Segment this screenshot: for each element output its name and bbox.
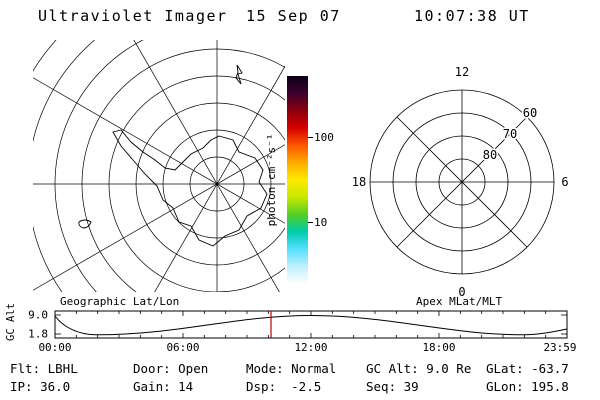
time-tick-1200: 12:00 (294, 341, 327, 354)
alt-tick-1-8: 1.8 (28, 328, 48, 341)
mlt-label-18: 18 (352, 175, 366, 189)
mlat-ring-label-80: 80 (483, 148, 497, 162)
geographic-polar-map (33, 40, 285, 292)
header-time: 10:07:38 UT (414, 7, 530, 25)
colorbar-axis-label: photon cm⁻²s⁻¹ (265, 133, 278, 227)
alt-axis-label: GC Alt (5, 303, 17, 341)
status-dsp: Dsp: -2.5 (246, 379, 322, 394)
colorbar-tick-mark-100 (308, 137, 313, 138)
status-seq: Seq: 39 (366, 379, 419, 394)
colorbar-tick-10: 10 (314, 216, 328, 229)
time-tick-1800: 18:00 (422, 341, 455, 354)
latitude-circles (33, 40, 285, 292)
time-tick-0600: 06:00 (166, 341, 199, 354)
colorbar (287, 76, 308, 284)
mlt-spokes (370, 90, 554, 274)
status-door: Door: Open (133, 361, 209, 376)
time-tick-0000: 00:00 (38, 341, 71, 354)
apex-mlt-dial: 12 18 6 0 60 70 80 (352, 65, 569, 299)
mlat-ring-label-60: 60 (523, 106, 537, 120)
status-gcalt: GC Alt: 9.0 Re (366, 361, 472, 376)
status-gain: Gain: 14 (133, 379, 194, 394)
status-glon: GLon: 195.8 (486, 379, 569, 394)
geographic-plot-caption: Geographic Lat/Lon (60, 295, 180, 308)
app-title: Ultraviolet Imager (38, 7, 228, 25)
mlt-label-6: 6 (561, 175, 568, 189)
status-glat: GLat: -63.7 (486, 361, 569, 376)
colorbar-tick-100: 100 (314, 131, 334, 144)
longitude-spokes (33, 40, 285, 292)
status-mode: Mode: Normal (246, 361, 337, 376)
colorbar-tick-mark-10 (308, 222, 313, 223)
gc-alt-curve (54, 314, 568, 336)
status-ip: IP: 36.0 (10, 379, 71, 394)
gc-alt-strip-chart: 9.0 1.8 GC Alt 00:00 06:00 12:00 18:00 2… (5, 303, 577, 354)
status-flt: Flt: LBHL (10, 361, 78, 376)
alt-axis-ticks (55, 314, 567, 335)
mlt-label-12: 12 (455, 65, 469, 79)
alt-tick-9: 9.0 (28, 309, 48, 322)
time-tick-2359: 23:59 (543, 341, 576, 354)
island-outline (78, 219, 92, 229)
header-date: 15 Sep 07 (246, 7, 341, 25)
apex-plot-caption: Apex MLat/MLT (416, 295, 503, 308)
antarctica-coastline (78, 64, 268, 247)
mlt-label-0: 0 (458, 285, 465, 299)
coastline-fragment (235, 64, 243, 85)
mlat-ring-label-70: 70 (503, 127, 517, 141)
